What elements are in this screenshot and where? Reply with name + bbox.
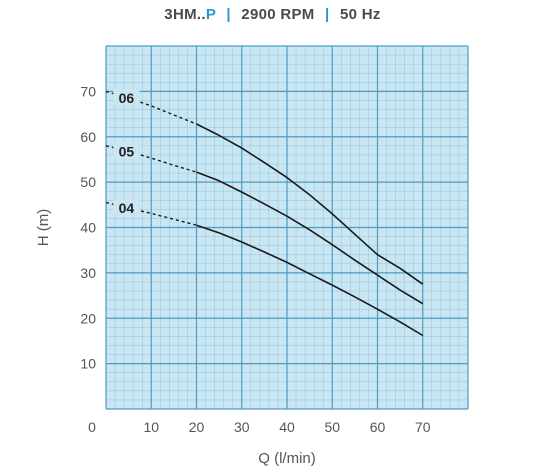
x-tick-labels: 0 10 20 30 40 50 60 70 [88,419,431,435]
curve-06-extrapolated [105,90,197,125]
model-prefix: 3HM.. [164,6,206,23]
x-tick-label: 70 [415,419,431,435]
y-tick-label: 40 [80,220,96,236]
y-tick-label: 50 [80,174,96,190]
y-tick-label: 10 [80,356,96,372]
curve-label-05: 05 [119,143,135,159]
title-frequency: 50 Hz [340,6,381,23]
curve-label-background [113,89,140,106]
title-speed: 2900 RPM [241,6,315,23]
model-suffix: P [205,6,216,23]
y-tick-label: 70 [80,83,96,99]
curve-label-background [113,198,140,215]
y-axis-label: H (m) [35,209,52,247]
x-tick-label: 60 [370,419,386,435]
x-tick-label: 10 [143,419,159,435]
pump-curves: 06 05 04 [105,89,424,337]
y-tick-label: 60 [80,129,96,145]
title-separator: | [325,6,330,23]
x-tick-label: 30 [234,419,250,435]
chart-title: 3HM..P | 2900 RPM | 50 Hz [0,6,545,23]
curve-06 [196,123,424,285]
curve-05 [196,171,424,305]
curve-label-04: 04 [119,200,135,216]
major-grid [105,45,469,410]
x-tick-label: 40 [279,419,295,435]
curve-05-extrapolated [105,145,197,173]
y-tick-labels: 10 20 30 40 50 60 70 [80,83,96,371]
curve-label-06: 06 [119,90,135,106]
title-separator: | [226,6,231,23]
y-tick-label: 30 [80,265,96,281]
y-tick-label: 20 [80,310,96,326]
x-tick-label: 50 [324,419,340,435]
x-tick-label: 20 [189,419,205,435]
x-axis-label: Q (l/min) [258,450,316,467]
curve-label-background [113,142,140,159]
curve-04 [196,224,424,337]
x-tick-label: 0 [88,419,96,435]
